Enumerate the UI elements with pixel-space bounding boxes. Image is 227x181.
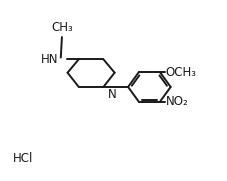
Text: HCl: HCl (13, 152, 33, 165)
Text: CH₃: CH₃ (51, 21, 73, 34)
Text: NO₂: NO₂ (166, 95, 188, 108)
Text: HN: HN (41, 53, 59, 66)
Text: OCH₃: OCH₃ (166, 66, 197, 79)
Text: N: N (107, 88, 116, 101)
